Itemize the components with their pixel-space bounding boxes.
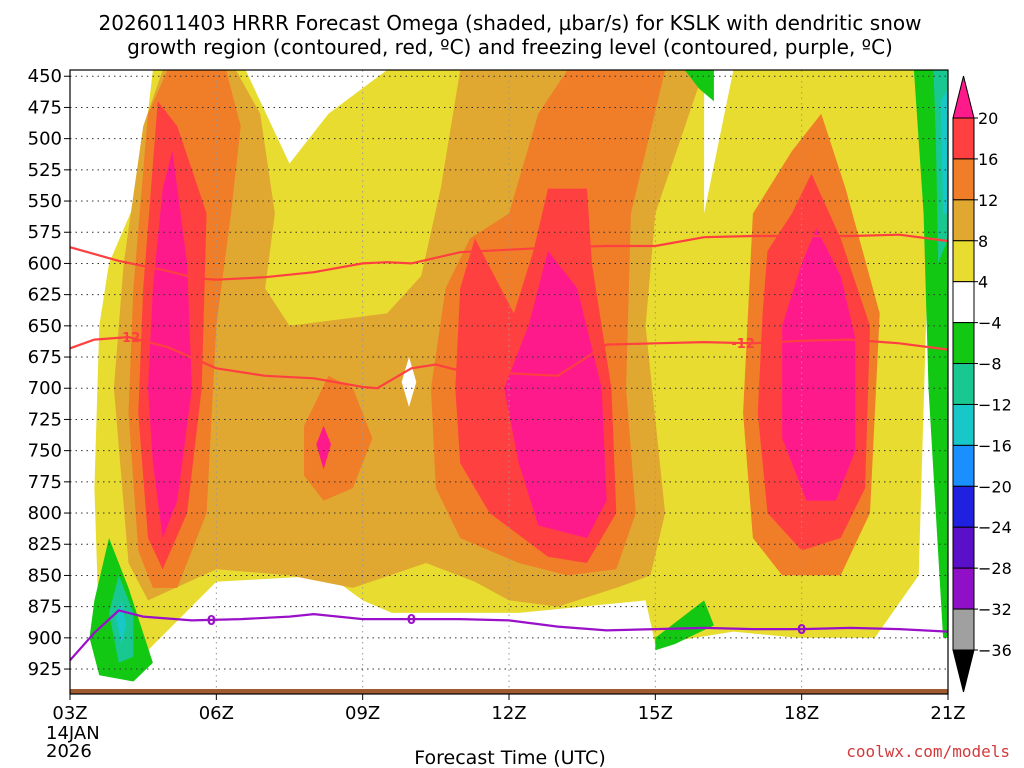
colorbar-box-0 (952, 117, 975, 160)
colorbar-box-11 (952, 567, 975, 610)
y-tick-label-550: 550 (28, 191, 62, 212)
freezing-level-line (70, 609, 948, 662)
omega-region-9 (148, 151, 192, 538)
omega-region-13 (401, 357, 417, 407)
omega-shading-layer (89, 70, 948, 682)
colorbar-box-5 (952, 322, 975, 365)
y-tick-label-900: 900 (28, 628, 62, 649)
y-tick-label-875: 875 (28, 597, 62, 618)
credit-text: coolwx.com/models (846, 742, 1010, 761)
colorbar-label-5: −4 (978, 314, 1002, 333)
colorbar-label-11: −28 (978, 559, 1012, 578)
omega-region-12 (316, 425, 331, 470)
x-tick-label-12Z: 12Z (491, 703, 526, 724)
colorbar-bottom-arrow (952, 649, 975, 693)
colorbar-label-7: −12 (978, 395, 1012, 414)
y-tick-label-600: 600 (28, 253, 62, 274)
colorbar-label-8: −16 (978, 436, 1012, 455)
colorbar-box-12 (952, 608, 975, 651)
y-tick-label-675: 675 (28, 347, 62, 368)
colorbar-label-2: 12 (978, 191, 998, 210)
terrain-bar (70, 689, 948, 694)
y-tick-label-475: 475 (28, 97, 62, 118)
y-tick-label-650: 650 (28, 316, 62, 337)
omega-region-18 (684, 70, 714, 102)
freezing-level-label-2: 0 (797, 623, 806, 638)
colorbar-label-3: 8 (978, 232, 988, 251)
y-tick-label-700: 700 (28, 378, 62, 399)
freezing-level-label-0: 0 (207, 614, 216, 629)
colorbar-label-6: −8 (978, 355, 1002, 374)
chart-title-line2: growth region (contoured, red, ºC) and f… (127, 35, 893, 59)
colorbar-label-12: −32 (978, 600, 1012, 619)
omega-region-11 (782, 228, 856, 501)
plot-area: -12 -12 0 0 0 (69, 69, 949, 695)
dgz-lower-label-1: -12 (731, 337, 755, 352)
contour-lines: -12 -12 0 0 0 (70, 233, 948, 662)
colorbar-box-6 (952, 363, 975, 405)
y-tick-label-775: 775 (28, 472, 62, 493)
y-tick-label-450: 450 (28, 66, 62, 87)
colorbar-box-3 (952, 240, 975, 283)
freezing-level-label-1: 0 (407, 613, 416, 628)
x-tick-label-03Z: 03Z (52, 703, 87, 724)
x-tick-label-15Z: 15Z (638, 703, 673, 724)
dgz-upper-line (70, 233, 948, 281)
omega-region-21 (940, 88, 948, 214)
y-tick-label-850: 850 (28, 565, 62, 586)
y-tick-label-750: 750 (28, 441, 62, 462)
y-tick-label-925: 925 (28, 659, 62, 680)
colorbar-label-4: 4 (978, 273, 988, 292)
grid-lines (70, 70, 948, 694)
x-date-line2: 2026 (46, 741, 92, 762)
x-date-line1: 14JAN (46, 723, 100, 744)
colorbar-box-8 (952, 444, 975, 487)
omega-region-10 (504, 251, 607, 538)
y-tick-label-525: 525 (28, 160, 62, 181)
chart-title-line1: 2026011403 HRRR Forecast Omega (shaded, … (99, 11, 922, 35)
x-axis-label: Forecast Time (UTC) (414, 747, 605, 768)
colorbar-label-13: −36 (978, 641, 1012, 660)
colorbar-box-10 (952, 526, 975, 569)
y-tick-label-725: 725 (28, 409, 62, 430)
y-tick-label-625: 625 (28, 285, 62, 306)
colorbar-label-0: 20 (978, 109, 998, 128)
colorbar-box-2 (952, 199, 975, 242)
dgz-lower-label-0: -12 (117, 331, 141, 346)
colorbar-box-7 (952, 403, 975, 446)
y-axis: 450 475 500 525 550 575 600 625 650 675 700 725 750 7… (28, 66, 70, 680)
y-tick-label-500: 500 (28, 129, 62, 150)
y-tick-label-825: 825 (28, 534, 62, 555)
colorbar-box-4 (952, 281, 975, 324)
colorbar-box-9 (952, 485, 975, 528)
x-axis: 03Z 06Z 09Z 12Z 15Z 18Z 21Z (52, 694, 966, 724)
x-tick-label-06Z: 06Z (199, 703, 234, 724)
x-tick-label-09Z: 09Z (345, 703, 380, 724)
omega-region-5 (304, 375, 373, 501)
colorbar-label-1: 16 (978, 150, 998, 169)
y-tick-label-800: 800 (28, 503, 62, 524)
x-tick-label-18Z: 18Z (784, 703, 819, 724)
colorbar-top-arrow (952, 75, 975, 119)
colorbar-label-10: −24 (978, 518, 1012, 537)
colorbar-box-1 (952, 158, 975, 201)
y-tick-label-575: 575 (28, 222, 62, 243)
colorbar: 20 16 12 8 4 −4 −8 −12 −16 −20 −24 −28 −32 −36 (952, 75, 1012, 693)
x-tick-label-21Z: 21Z (930, 703, 965, 724)
dgz-lower-line (70, 335, 948, 390)
colorbar-label-9: −20 (978, 477, 1012, 496)
